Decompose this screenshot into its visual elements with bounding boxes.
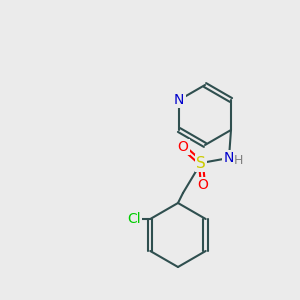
Text: S: S <box>196 155 206 170</box>
Text: O: O <box>197 178 208 192</box>
Text: O: O <box>178 140 188 154</box>
Text: N: N <box>224 151 234 165</box>
Text: H: H <box>233 154 243 166</box>
Text: N: N <box>174 93 184 107</box>
Text: Cl: Cl <box>128 212 141 226</box>
